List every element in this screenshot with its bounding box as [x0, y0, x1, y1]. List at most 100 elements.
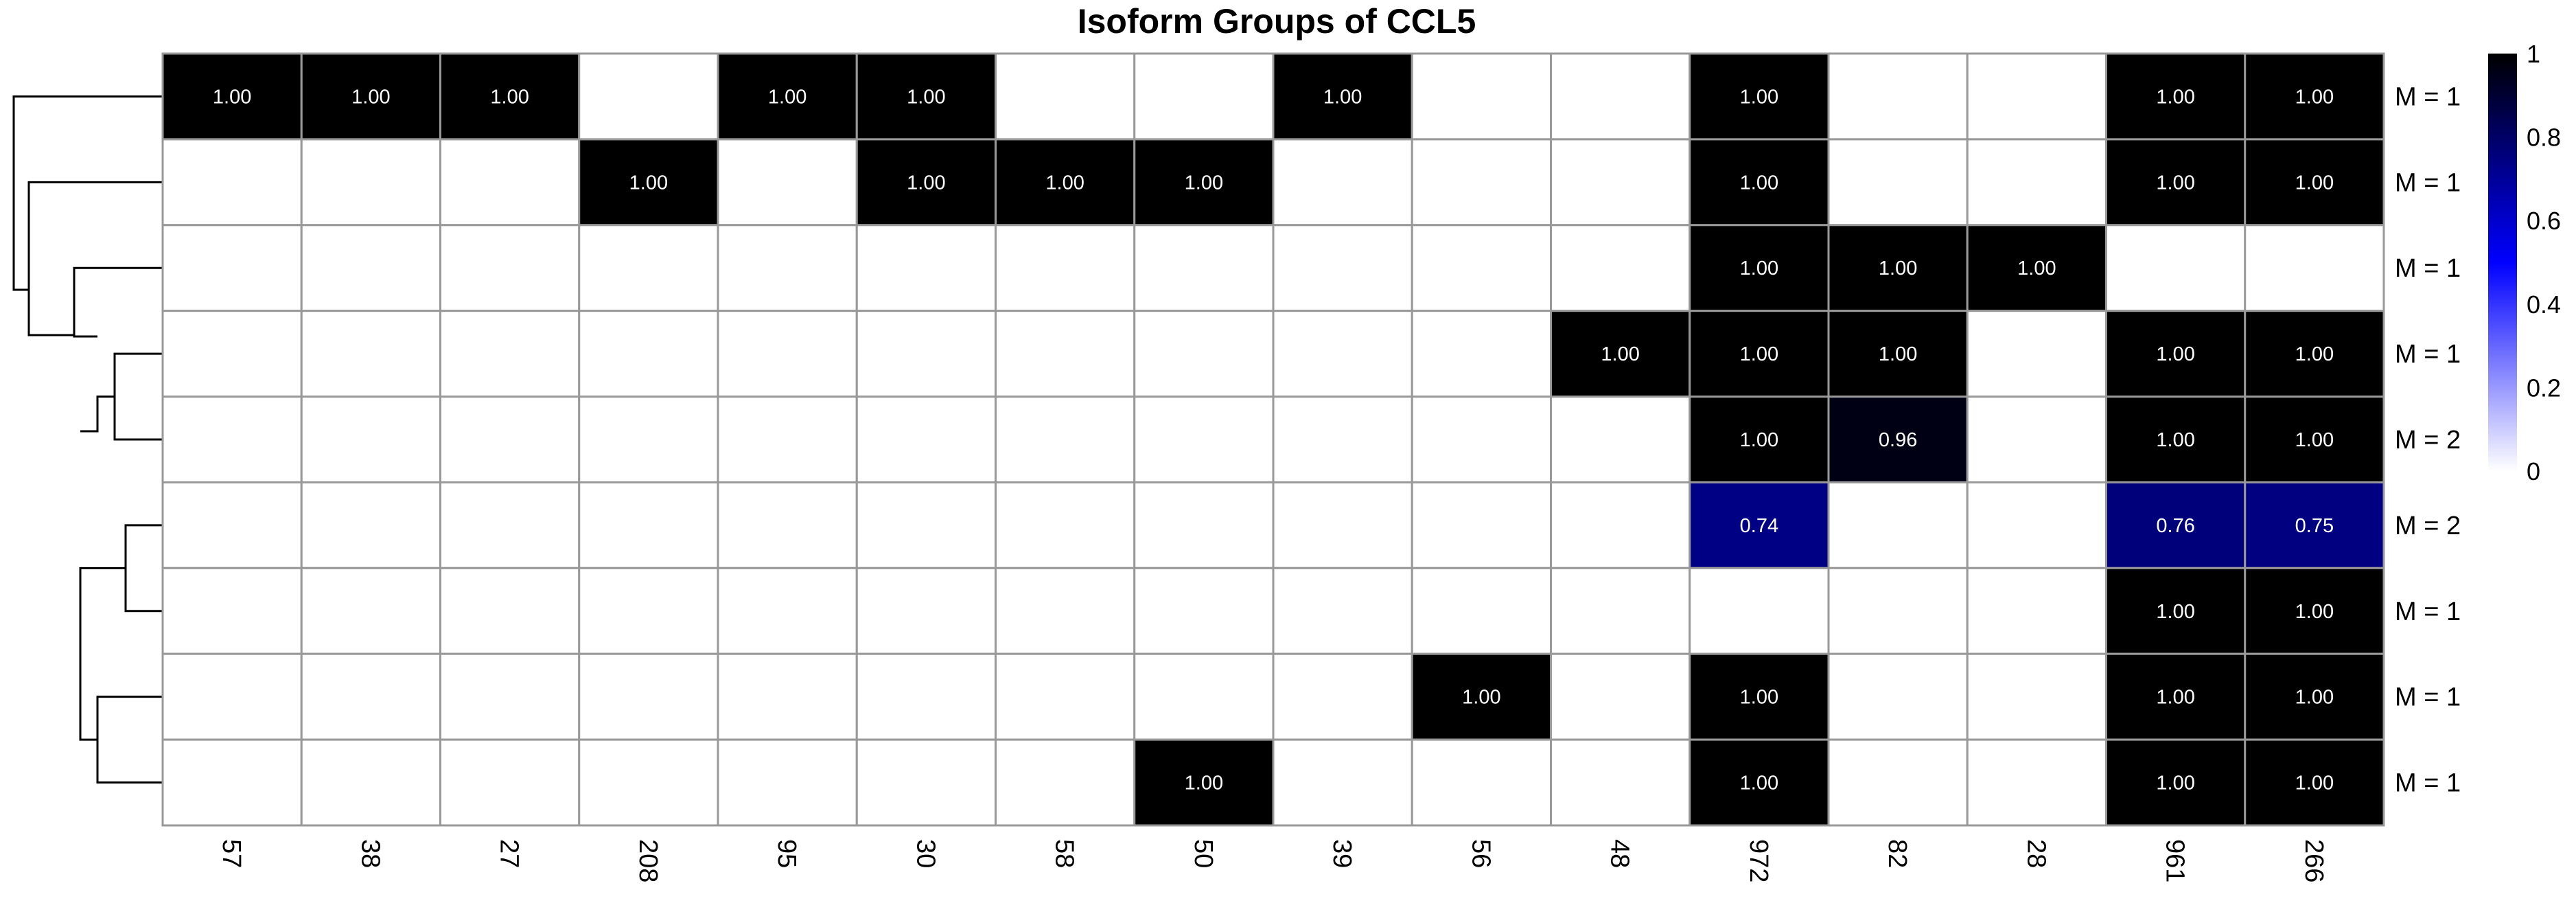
heatmap-cell — [1133, 738, 1275, 827]
heatmap-cell — [1411, 567, 1552, 655]
heatmap-cell — [300, 310, 441, 398]
heatmap-cell — [161, 652, 303, 741]
heatmap-cell — [1411, 738, 1552, 827]
heatmap-cell — [1966, 310, 2107, 398]
heatmap-cell — [1827, 138, 1969, 227]
heatmap-cell — [1411, 481, 1552, 569]
heatmap-cell — [300, 652, 441, 741]
heatmap-cell — [2244, 481, 2385, 569]
heatmap-cell — [855, 310, 997, 398]
cell-value-label: 0.74 — [1740, 515, 1778, 537]
legend-tick-label: 0.4 — [2527, 290, 2561, 319]
heatmap-cell — [995, 652, 1136, 741]
heatmap-cell — [2105, 652, 2247, 741]
heatmap-cell — [1411, 310, 1552, 398]
heatmap-cell — [995, 52, 1136, 141]
cell-value-label: 1.00 — [2295, 172, 2334, 194]
heatmap-cell — [1966, 567, 2107, 655]
heatmap-cell — [1827, 738, 1969, 827]
cell-value-label: 1.00 — [2156, 86, 2194, 108]
row-label: M = 1 — [2395, 683, 2461, 712]
heatmap-cell — [439, 138, 581, 227]
cell-value-label: 1.00 — [1462, 687, 1500, 709]
cell-value-label: 1.00 — [213, 86, 251, 108]
dendrogram-branch — [12, 95, 163, 291]
heatmap-cell — [1966, 652, 2107, 741]
heatmap-cell — [1966, 738, 2107, 827]
heatmap-cell — [439, 52, 581, 141]
heatmap-cell — [855, 224, 997, 312]
column-label: 39 — [1327, 839, 1356, 868]
cell-value-label: 1.00 — [1045, 172, 1084, 194]
heatmap-cell — [161, 567, 303, 655]
heatmap-cell — [1689, 738, 1830, 827]
heatmap-cell — [717, 652, 858, 741]
heatmap-cell — [1550, 738, 1691, 827]
cell-value-label: 1.00 — [2156, 429, 2194, 451]
heatmap-cell — [439, 652, 581, 741]
heatmap-cell — [2105, 224, 2247, 312]
heatmap-cell — [995, 224, 1136, 312]
column-label: 28 — [2021, 839, 2050, 868]
heatmap-cell — [1411, 138, 1552, 227]
heatmap-cell — [1689, 567, 1830, 655]
heatmap-cell — [439, 396, 581, 483]
column-label: 58 — [1050, 839, 1079, 868]
heatmap-cell — [1689, 310, 1830, 398]
cell-value-label: 1.00 — [1740, 258, 1778, 279]
cell-value-label: 1.00 — [1185, 773, 1223, 795]
heatmap-cell — [439, 738, 581, 827]
heatmap-cell — [995, 738, 1136, 827]
row-label: M = 1 — [2395, 82, 2461, 111]
heatmap-cell — [1966, 481, 2107, 569]
heatmap-cell — [1550, 224, 1691, 312]
dendrogram-branch — [27, 181, 163, 336]
heatmap-cell — [1689, 224, 1830, 312]
heatmap-cell — [1550, 310, 1691, 398]
heatmap-cell — [995, 138, 1136, 227]
heatmap-cell — [2105, 52, 2247, 141]
heatmap-cell — [439, 224, 581, 312]
legend-tick-label: 0.6 — [2527, 207, 2561, 235]
column-label: 208 — [634, 839, 662, 882]
heatmap-cell — [995, 396, 1136, 483]
heatmap-cell — [300, 481, 441, 569]
heatmap-cell — [1827, 567, 1969, 655]
column-label: 266 — [2299, 839, 2328, 882]
heatmap-cell — [161, 310, 303, 398]
dendrogram-branch — [80, 396, 115, 433]
heatmap-cell — [300, 138, 441, 227]
heatmap-cell — [855, 481, 997, 569]
cell-value-label: 1.00 — [1740, 172, 1778, 194]
heatmap-cell — [578, 396, 719, 483]
column-label: 38 — [356, 839, 384, 868]
cell-value-label: 1.00 — [1879, 258, 1917, 279]
row-dendrogram — [12, 95, 163, 784]
cell-value-label: 0.75 — [2295, 515, 2334, 537]
heatmap-cell — [1272, 310, 1413, 398]
heatmap-cell — [1272, 567, 1413, 655]
dendrogram-branch — [79, 567, 126, 741]
heatmap-cell — [578, 738, 719, 827]
heatmap-cell — [1133, 224, 1275, 312]
column-label: 972 — [1744, 839, 1773, 882]
legend-tick-label: 0 — [2527, 457, 2540, 485]
heatmap-cell — [717, 738, 858, 827]
cell-value-label: 1.00 — [907, 86, 945, 108]
legend-tick-label: 0.8 — [2527, 124, 2561, 152]
heatmap-cell — [995, 567, 1136, 655]
heatmap-cell — [2244, 224, 2385, 312]
cell-value-label: 1.00 — [2295, 601, 2334, 623]
dendrogram-branch — [124, 524, 163, 613]
heatmap-cell — [578, 224, 719, 312]
heatmap-cell — [1272, 738, 1413, 827]
row-label: M = 2 — [2395, 512, 2461, 540]
heatmap-cell — [1411, 52, 1552, 141]
heatmap-cell — [995, 310, 1136, 398]
cell-value-label: 1.00 — [490, 86, 529, 108]
heatmap-cell — [300, 396, 441, 483]
heatmap-cell — [855, 567, 997, 655]
cell-value-label: 1.00 — [768, 86, 807, 108]
cell-value-label: 1.00 — [2156, 687, 2194, 709]
heatmap-cell — [578, 652, 719, 741]
